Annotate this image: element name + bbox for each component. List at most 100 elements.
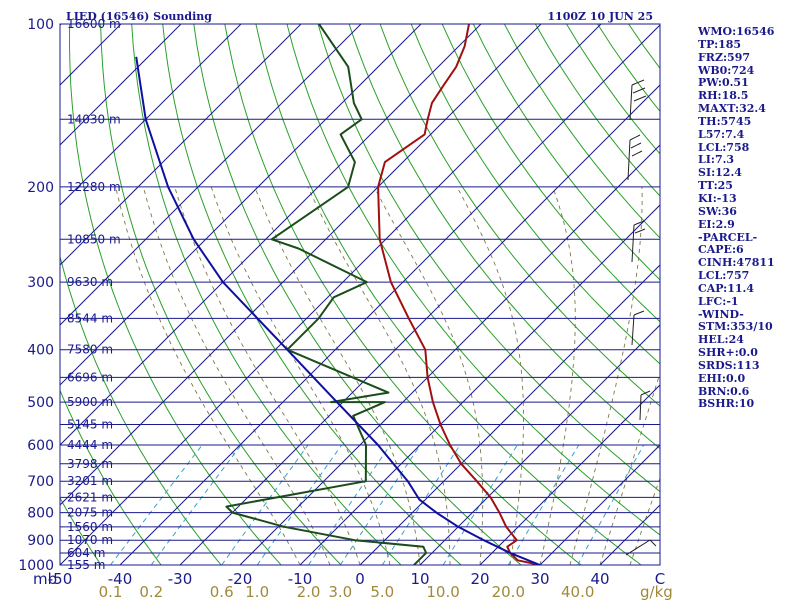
mixing-ratio-tick-label: 1.0 <box>245 583 269 600</box>
isotherm-line <box>60 24 422 386</box>
wind-barb-flag <box>629 134 641 141</box>
temperature-tick-label: -50 <box>48 570 73 588</box>
index-line: MAXT:32.4 <box>698 102 766 116</box>
wind-barb-staff <box>631 314 635 346</box>
plot-frame <box>59 23 661 566</box>
isotherm-line <box>60 24 362 326</box>
isotherm-line <box>60 24 302 266</box>
isotherm-line <box>119 24 660 565</box>
height-label: 604 m <box>67 546 105 560</box>
wind-barb-flag <box>631 79 645 86</box>
isotherm-line <box>60 24 242 206</box>
height-label: 9630 m <box>67 275 113 289</box>
moist-adiabat-line <box>174 186 361 565</box>
temperature-tick-label: -20 <box>228 570 253 588</box>
wind-barb-staff <box>627 139 631 181</box>
wind-barb-flag <box>631 150 643 157</box>
index-line: LI:7.3 <box>698 153 735 167</box>
mixing-ratio-tick-label: 2.0 <box>297 583 321 600</box>
index-line: TT:25 <box>698 179 733 193</box>
pressure-tick-label: 700 <box>27 474 54 490</box>
wind-barbs <box>625 79 657 556</box>
pressure-tick-label: 400 <box>27 343 54 359</box>
temperature-tick-label: 20 <box>470 570 489 588</box>
parcel-profile-line <box>135 56 541 565</box>
index-line: EI:2.9 <box>698 217 735 231</box>
mixing-ratio-tick-label: 0.6 <box>210 583 234 600</box>
index-line: BSHR:10 <box>698 397 755 411</box>
isotherm-line <box>239 144 660 565</box>
mixing-ratio-line <box>381 444 461 565</box>
wind-barb-staff <box>639 394 642 421</box>
mixing-ratio-tick-label: 40.0 <box>561 583 594 600</box>
index-line: SW:36 <box>698 204 737 218</box>
observation-datetime: 1100Z 10 JUN 25 <box>547 10 653 23</box>
height-labels: 16600 m 14030 m 12280 m 10850 m 9630 m 8544 m… <box>67 17 121 572</box>
height-label: 12280 m <box>67 180 121 194</box>
mixing-ratio-tick-labels: 0.1 0.2 0.6 1.0 2.0 3.0 5.0 10.0 20.0 40.0 <box>99 583 595 600</box>
temperature-unit-label: C <box>655 570 665 588</box>
height-label: 4444 m <box>67 438 113 452</box>
index-line: STM:353/10 <box>698 320 773 334</box>
pressure-tick-label: 600 <box>27 438 54 454</box>
temperature-profile-line <box>377 24 541 565</box>
sounding-indices: WMO:16546 TP:185 FRZ:597 WB0:724 PW:0.51 RH:1… <box>698 25 800 411</box>
isotherm-line <box>419 324 660 565</box>
height-label: 3798 m <box>67 457 113 471</box>
temperature-tick-labels: -50 -40 -30 -20 -10 0 10 20 30 40 C <box>48 570 665 588</box>
index-line: WMO:16546 <box>698 25 775 38</box>
index-line: KI:-13 <box>698 191 737 205</box>
index-line: TH:5745 <box>698 114 752 128</box>
wind-barb-staff <box>625 539 651 556</box>
moist-adiabat-line <box>254 186 421 565</box>
index-line: HEL:24 <box>698 333 744 347</box>
pressure-unit-label: mb <box>33 570 57 588</box>
mixing-ratio-tick-label: 0.2 <box>139 583 163 600</box>
wind-barb-flag <box>633 220 645 226</box>
pressure-tick-label: 900 <box>27 533 54 549</box>
isotherm-line <box>359 264 660 565</box>
temperature-tick-label: 40 <box>590 570 609 588</box>
height-label: 8544 m <box>67 311 113 325</box>
index-line: BRN:0.6 <box>698 384 750 398</box>
pressure-tick-label: 1000 <box>18 558 54 574</box>
mixing-ratio-line <box>577 444 645 565</box>
height-label: 7580 m <box>67 343 113 357</box>
wind-barb-flag <box>633 95 647 102</box>
index-line: FRZ:597 <box>698 50 751 64</box>
index-line: LCL:758 <box>698 140 750 154</box>
index-line: CAP:11.4 <box>698 281 755 295</box>
mixing-ratio-line <box>339 444 421 565</box>
mixing-ratio-tick-label: 0.1 <box>99 583 123 600</box>
height-label: 2075 m <box>67 506 113 520</box>
height-label: 1560 m <box>67 520 113 534</box>
temperature-tick-label: -10 <box>288 570 313 588</box>
index-line: SRDS:113 <box>698 358 760 372</box>
height-label: 6696 m <box>67 370 113 384</box>
isotherm-line <box>479 384 660 565</box>
mixing-ratio-tick-label: 20.0 <box>492 583 525 600</box>
index-line: LCL:757 <box>698 269 750 283</box>
wind-barb-flag <box>634 228 646 234</box>
wind-barb-staff <box>629 84 633 121</box>
isotherm-line <box>0 24 1 565</box>
mixing-ratio-tick-label: 3.0 <box>328 583 352 600</box>
index-line: CAPE:6 <box>698 243 744 257</box>
isotherm-line <box>539 444 660 565</box>
pressure-tick-label: 800 <box>27 506 54 522</box>
isotherm-line <box>299 204 660 565</box>
height-label: 16600 m <box>67 17 121 31</box>
temperature-tick-label: 10 <box>410 570 429 588</box>
mixing-ratio-tick-label: 10.0 <box>426 583 459 600</box>
mixing-ratio-tick-label: 5.0 <box>370 583 394 600</box>
isotherm-line <box>60 24 602 565</box>
index-line: PW:0.51 <box>698 76 749 90</box>
mixing-ratio-line <box>442 444 518 565</box>
height-label: 14030 m <box>67 112 121 126</box>
wind-barb-flag <box>640 390 651 396</box>
height-label: 10850 m <box>67 232 121 246</box>
index-line: SI:12.4 <box>698 166 742 180</box>
moist-adiabat-line <box>569 186 643 565</box>
moist-adiabat-line <box>599 371 660 565</box>
